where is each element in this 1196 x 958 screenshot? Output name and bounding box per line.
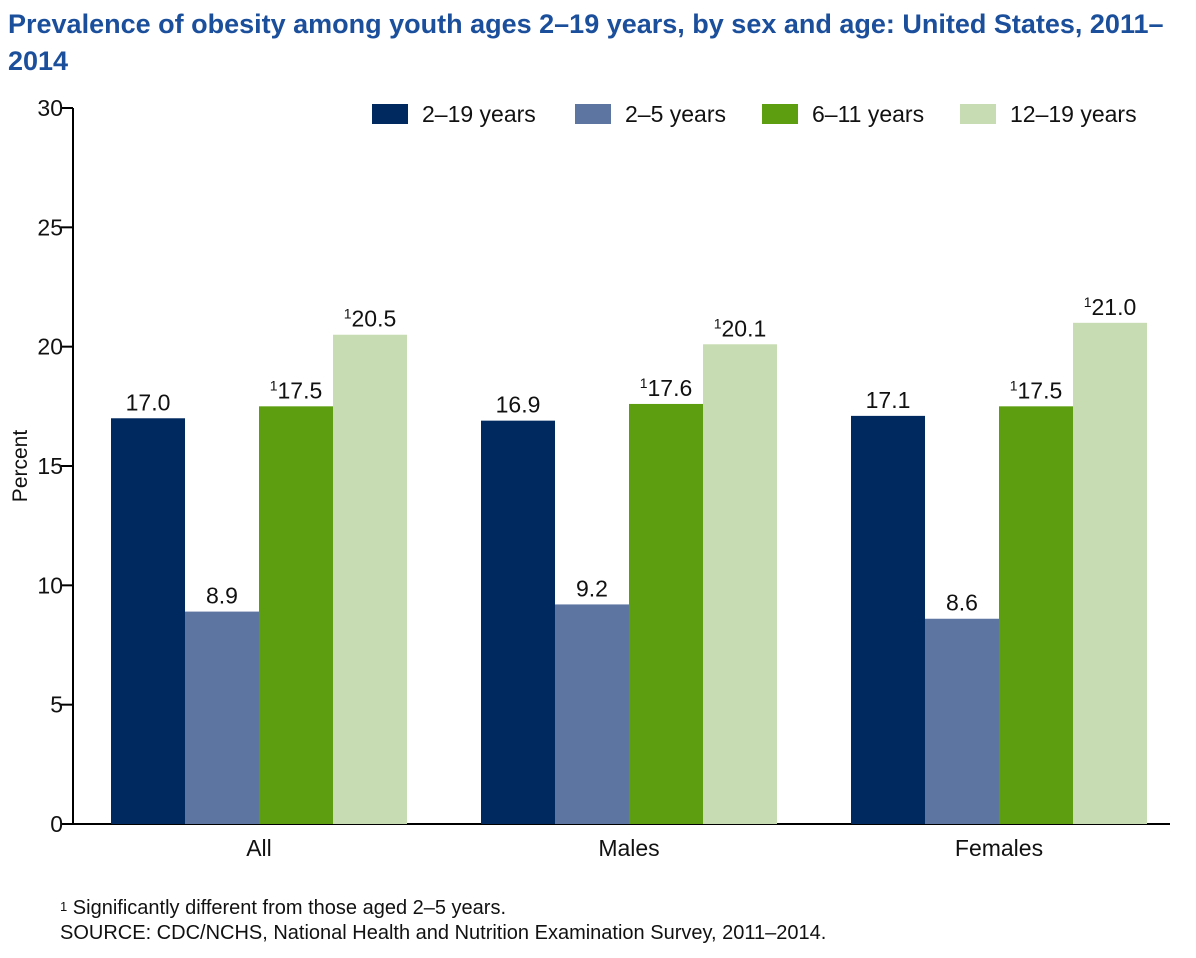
x-tick-label-all: All bbox=[246, 835, 272, 861]
bar-females-3 bbox=[999, 406, 1073, 824]
data-label: 17.0 bbox=[126, 389, 171, 415]
data-label: 17.1 bbox=[866, 387, 911, 413]
bar-males-3 bbox=[629, 403, 703, 824]
data-label: 8.6 bbox=[946, 590, 978, 616]
footnote-text: Significantly different from those aged … bbox=[72, 897, 507, 919]
significance-mark: 1 bbox=[640, 375, 648, 391]
legend-swatch-4 bbox=[960, 104, 996, 124]
y-tick-label: 0 bbox=[50, 811, 63, 837]
significance-mark: 1 bbox=[270, 377, 278, 393]
legend-swatch-3 bbox=[762, 104, 798, 124]
bar-females-1 bbox=[851, 415, 925, 824]
data-label: 9.2 bbox=[576, 575, 608, 601]
y-tick-label: 30 bbox=[37, 95, 63, 121]
data-label: 120.1 bbox=[714, 315, 767, 341]
y-tick-label: 25 bbox=[37, 214, 63, 240]
data-label: 117.5 bbox=[270, 377, 323, 403]
data-value: 17.5 bbox=[1018, 377, 1063, 403]
footnote: 1 Significantly different from those age… bbox=[60, 896, 506, 920]
x-tick-label-females: Females bbox=[955, 835, 1043, 861]
bar-males-4 bbox=[703, 344, 777, 824]
data-label: 117.5 bbox=[1010, 377, 1063, 403]
chart-title: Prevalence of obesity among youth ages 2… bbox=[8, 9, 1164, 76]
bar-males-2 bbox=[555, 604, 629, 824]
data-value: 17.5 bbox=[278, 377, 323, 403]
data-value: 20.5 bbox=[352, 306, 397, 332]
data-value: 17.6 bbox=[648, 375, 693, 401]
data-label: 121.0 bbox=[1084, 294, 1137, 320]
footnote-mark: 1 bbox=[60, 899, 68, 914]
significance-mark: 1 bbox=[344, 306, 352, 322]
data-label: 120.5 bbox=[344, 306, 397, 332]
y-tick-label: 5 bbox=[50, 692, 63, 718]
x-tick-label-males: Males bbox=[598, 835, 659, 861]
bar-females-2 bbox=[925, 618, 999, 824]
data-label: 117.6 bbox=[640, 375, 693, 401]
significance-mark: 1 bbox=[1084, 294, 1092, 310]
significance-mark: 1 bbox=[714, 315, 722, 331]
bar-all-1 bbox=[111, 418, 185, 824]
bar-females-4 bbox=[1073, 322, 1147, 824]
bar-all-2 bbox=[185, 611, 259, 824]
legend-swatch-2 bbox=[575, 104, 611, 124]
y-tick-label: 10 bbox=[37, 572, 63, 598]
bar-all-4 bbox=[333, 334, 407, 824]
y-tick-label: 15 bbox=[37, 453, 63, 479]
data-label: 16.9 bbox=[496, 392, 541, 418]
legend-label-1: 2–19 years bbox=[422, 101, 536, 127]
source-note: SOURCE: CDC/NCHS, National Health and Nu… bbox=[60, 922, 827, 944]
data-value: 20.1 bbox=[722, 315, 767, 341]
y-axis-title: Percent bbox=[9, 430, 32, 503]
legend-label-4: 12–19 years bbox=[1010, 101, 1137, 127]
legend-label-3: 6–11 years bbox=[812, 101, 924, 127]
legend-label-2: 2–5 years bbox=[625, 101, 726, 127]
data-value: 21.0 bbox=[1092, 294, 1137, 320]
bar-all-3 bbox=[259, 406, 333, 824]
bar-males-1 bbox=[481, 420, 555, 824]
y-tick-label: 20 bbox=[37, 334, 63, 360]
data-label: 8.9 bbox=[206, 583, 238, 609]
significance-mark: 1 bbox=[1010, 377, 1018, 393]
legend-swatch-1 bbox=[372, 104, 408, 124]
